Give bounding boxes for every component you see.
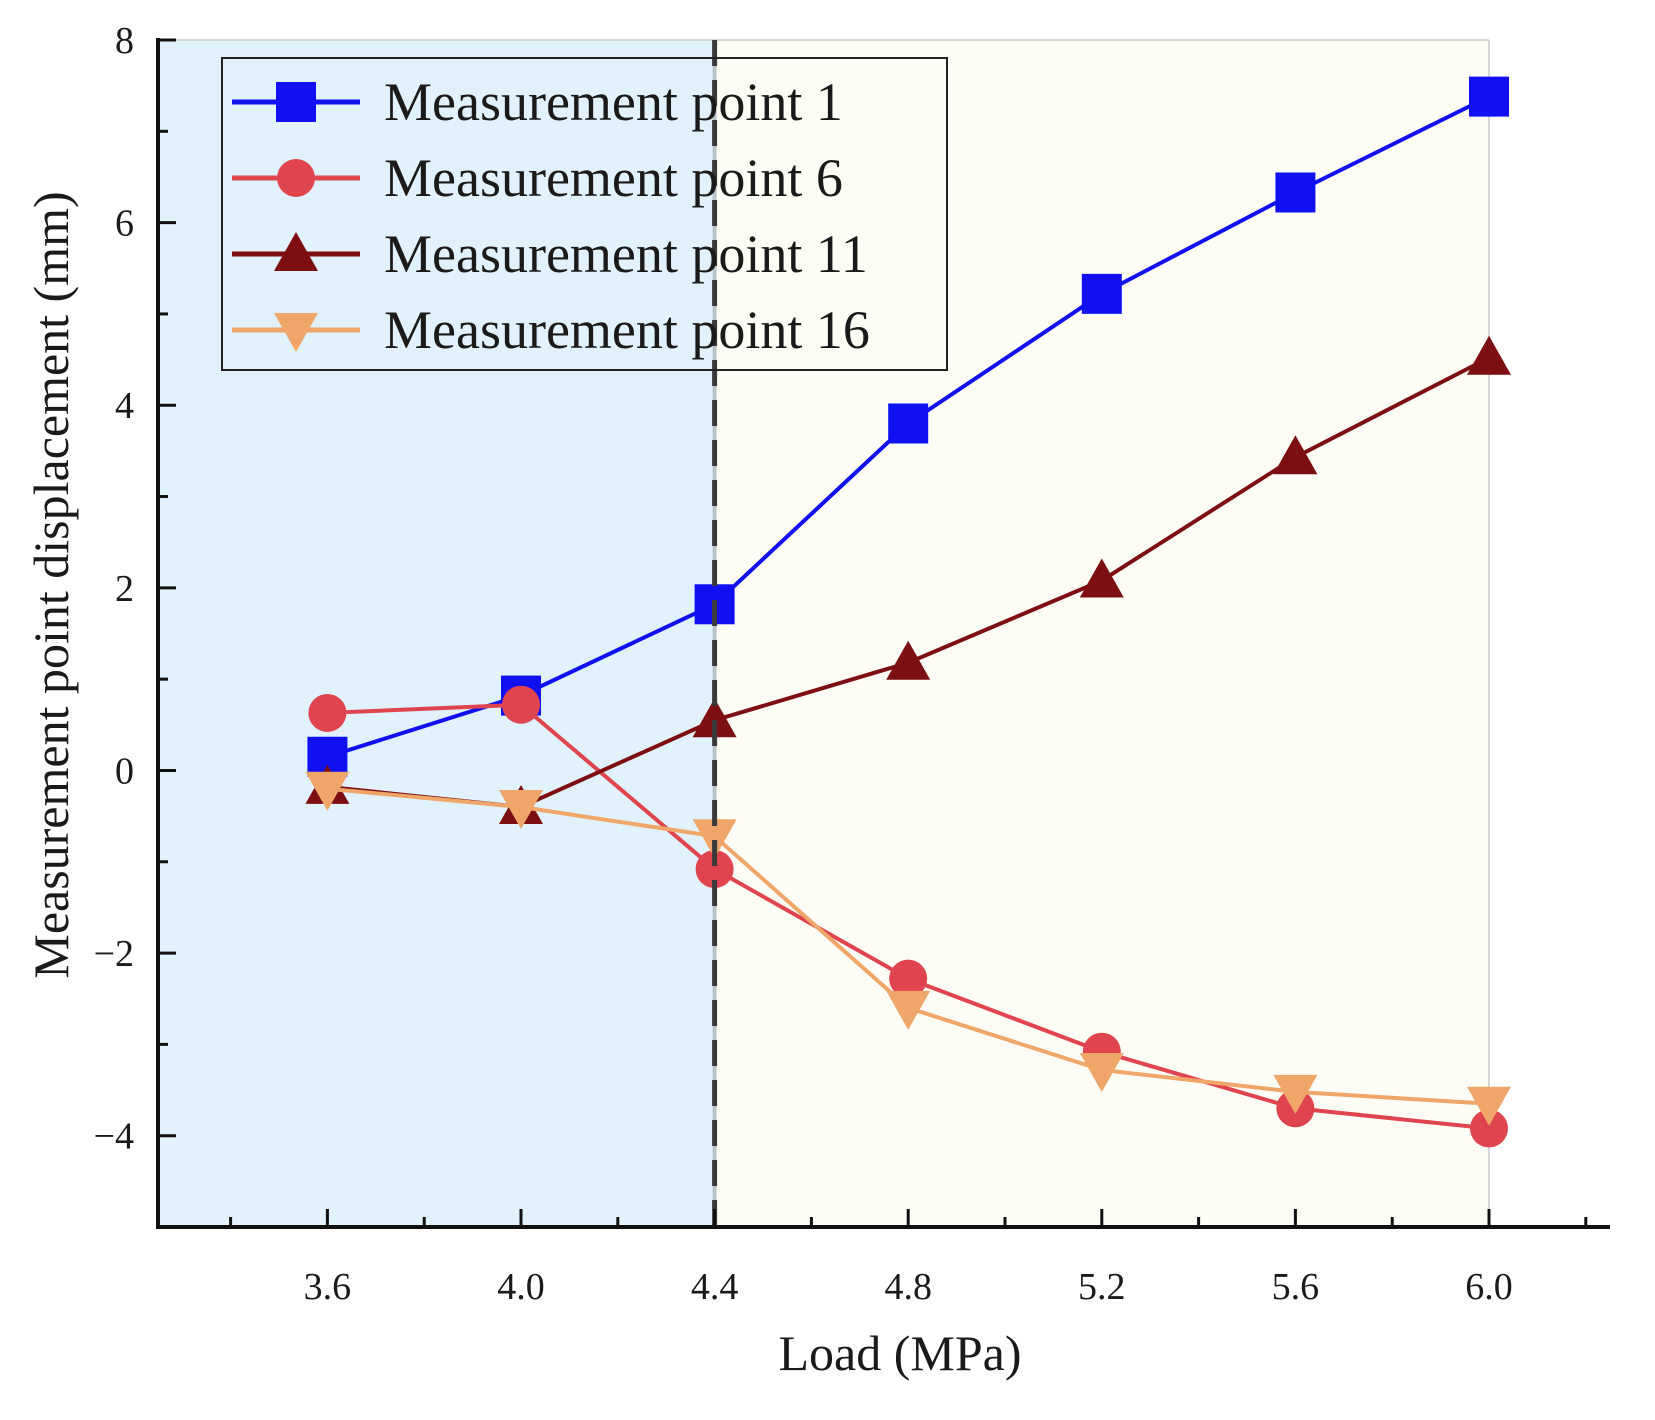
data-point bbox=[1469, 76, 1509, 117]
x-tick-label: 4.0 bbox=[497, 1266, 545, 1308]
data-point bbox=[888, 403, 929, 444]
x-axis-title: Load (MPa) bbox=[779, 1325, 1022, 1381]
y-tick-label: 0 bbox=[115, 750, 134, 792]
data-point bbox=[886, 640, 931, 680]
data-point bbox=[1273, 435, 1318, 475]
x-tick-label: 6.0 bbox=[1465, 1266, 1513, 1308]
legend-item-3: Measurement point 11 bbox=[232, 224, 868, 284]
y-tick-label: 6 bbox=[115, 203, 134, 245]
x-tick-label: 3.6 bbox=[304, 1266, 352, 1308]
data-point bbox=[1079, 558, 1124, 598]
legend-item-1: Measurement point 1 bbox=[232, 72, 843, 132]
series-4 bbox=[305, 771, 1511, 1126]
data-point bbox=[502, 685, 540, 724]
legend-item-4: Measurement point 16 bbox=[232, 300, 870, 360]
legend-label: Measurement point 6 bbox=[384, 148, 843, 208]
legend-label: Measurement point 16 bbox=[384, 300, 870, 360]
background-regions bbox=[158, 40, 1489, 1227]
series-layer bbox=[305, 76, 1511, 1148]
plastic-stage-region bbox=[714, 40, 1489, 1227]
legend-label: Measurement point 1 bbox=[384, 72, 843, 132]
data-point bbox=[886, 990, 931, 1030]
legend: Measurement point 1 Measurement point 6 Me… bbox=[221, 57, 948, 371]
y-tick-label: 2 bbox=[115, 568, 134, 610]
data-point bbox=[695, 850, 734, 889]
data-point bbox=[1467, 1086, 1511, 1126]
elastic-stage-region bbox=[158, 40, 715, 1227]
region-borders bbox=[158, 39, 1490, 1227]
ticks: 3.6 4.0 4.4 4.8 5.2 5.6 6.0 8 6 4 2 0 −2 −4 bbox=[94, 20, 1588, 1308]
data-point bbox=[889, 959, 928, 998]
data-point bbox=[305, 771, 350, 811]
x-tick-label: 4.8 bbox=[884, 1266, 932, 1308]
data-point bbox=[499, 789, 543, 829]
legend-box bbox=[221, 57, 948, 371]
axes bbox=[156, 38, 1610, 1229]
legend-marker bbox=[277, 159, 315, 197]
data-point bbox=[308, 693, 347, 732]
legend-marker bbox=[274, 313, 318, 352]
y-tick-label: −2 bbox=[94, 933, 134, 975]
legend-item-2: Measurement point 6 bbox=[232, 148, 843, 208]
y-tick-label: 4 bbox=[115, 385, 134, 427]
x-tick-label: 5.6 bbox=[1272, 1266, 1320, 1308]
data-point bbox=[1467, 335, 1511, 375]
data-point bbox=[1079, 1052, 1124, 1092]
data-point bbox=[692, 819, 737, 859]
data-point bbox=[1275, 172, 1316, 213]
data-point bbox=[692, 698, 737, 738]
data-point bbox=[1081, 273, 1122, 314]
y-tick-label: 8 bbox=[115, 20, 134, 62]
legend-marker bbox=[276, 82, 316, 122]
x-tick-label: 4.4 bbox=[691, 1266, 739, 1308]
y-tick-label: −4 bbox=[94, 1116, 134, 1158]
x-tick-label: 5.2 bbox=[1078, 1266, 1126, 1308]
legend-label: Measurement point 11 bbox=[384, 224, 868, 284]
data-point bbox=[1470, 1109, 1508, 1148]
legend-marker bbox=[274, 232, 318, 271]
data-point bbox=[1273, 1074, 1318, 1114]
y-axis-title: Measurement point displacement (mm) bbox=[23, 191, 79, 978]
